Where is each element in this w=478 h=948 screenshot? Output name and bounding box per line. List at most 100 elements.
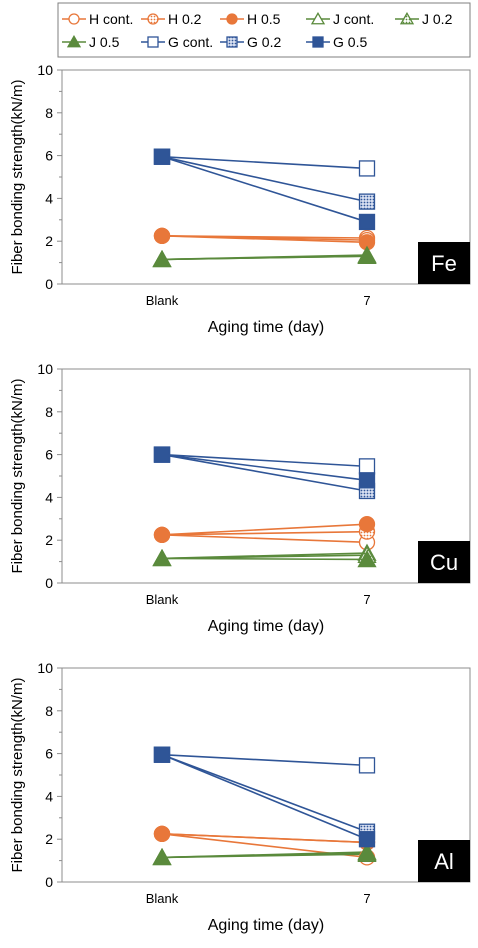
legend-label-h-0-2: H 0.2 xyxy=(168,11,202,27)
y-tick-label: 2 xyxy=(45,233,53,249)
x-axis-label: Aging time (day) xyxy=(208,917,325,934)
legend-marker-j-0-2 xyxy=(399,11,415,25)
series-line-h-cont xyxy=(161,534,368,544)
y-tick-label: 4 xyxy=(45,489,53,505)
legend-label-h-cont: H cont. xyxy=(89,11,133,27)
series-line-h-0-5 xyxy=(161,235,368,244)
y-tick-label: 0 xyxy=(45,575,53,591)
y-tick-label: 8 xyxy=(45,703,53,719)
legend-marker-j-cont xyxy=(310,11,326,25)
series-line-g-0-2 xyxy=(161,753,368,833)
point-j-0-5-7 xyxy=(357,843,377,861)
point-g-cont-7 xyxy=(358,458,376,475)
series-line-g-0-5 xyxy=(161,155,368,223)
point-g-0-5-blank xyxy=(153,148,171,165)
y-tick-label: 2 xyxy=(45,831,53,847)
series-line-j-0-5 xyxy=(161,852,368,859)
y-tick-label: 8 xyxy=(45,404,53,420)
point-g-0-5-7 xyxy=(358,831,376,848)
element-badge xyxy=(418,840,470,882)
y-axis-label: Fiber bonding strength(kN/m) xyxy=(9,79,26,274)
point-h-0-5-blank xyxy=(153,526,171,543)
y-tick-label: 10 xyxy=(37,361,53,377)
point-g-0-2-7 xyxy=(358,193,376,210)
x-axis-label: Aging time (day) xyxy=(208,319,325,336)
legend-marker-h-0-2 xyxy=(147,13,159,25)
y-tick-label: 0 xyxy=(45,874,53,890)
series-line-g-0-2 xyxy=(161,155,368,203)
point-h-0-5-7 xyxy=(358,516,376,533)
x-tick-label: Blank xyxy=(146,592,179,607)
legend-marker-h-cont xyxy=(68,13,80,25)
plot-area xyxy=(61,368,471,584)
chart-panel-cu: 0 2 4 6 8 10 Blank 7 Aging time (day) Fiber bondi… xyxy=(9,361,471,635)
y-tick-label: 2 xyxy=(45,532,53,548)
point-j-0-5-blank xyxy=(152,249,172,268)
series-line-g-cont xyxy=(161,155,368,170)
series-line-g-0-5 xyxy=(161,453,368,482)
point-g-0-5-7 xyxy=(358,472,376,489)
point-h-0-5-blank xyxy=(153,227,171,245)
legend-label-j-0-5: J 0.5 xyxy=(89,34,120,50)
legend-box xyxy=(57,2,471,58)
element-badge-label: Fe xyxy=(431,251,457,276)
legend: H cont. H 0.2 H 0.5 J cont. J 0.2 J 0.5 G cont… xyxy=(57,2,471,58)
legend-label-g-0-5: G 0.5 xyxy=(333,34,367,50)
series-line-h-0-5 xyxy=(161,523,368,536)
legend-label-j-0-2: J 0.2 xyxy=(422,11,453,27)
y-axis-label: Fiber bonding strength(kN/m) xyxy=(9,677,26,872)
series-line-g-0-5 xyxy=(161,753,368,840)
series-line-h-0-2 xyxy=(161,530,368,536)
element-badge xyxy=(418,541,470,583)
point-j-0-5-blank xyxy=(152,847,172,866)
y-tick-label: 10 xyxy=(37,62,53,78)
x-axis-label: Aging time (day) xyxy=(208,618,325,635)
element-badge-label: Cu xyxy=(430,550,458,575)
legend-marker-h-0-5 xyxy=(226,13,238,25)
series-line-g-cont xyxy=(161,453,368,468)
series-line-g-0-2 xyxy=(161,453,368,492)
element-badge-label: Al xyxy=(434,849,454,874)
point-j-0-5-blank xyxy=(152,548,172,567)
point-h-0-5-blank xyxy=(153,825,171,842)
point-g-cont-7 xyxy=(358,160,376,177)
x-tick-label: 7 xyxy=(363,293,370,308)
point-g-0-5-blank xyxy=(153,746,171,763)
y-tick-label: 4 xyxy=(45,190,53,206)
y-tick-label: 4 xyxy=(45,788,53,804)
legend-label-h-0-5: H 0.5 xyxy=(247,11,281,27)
series-line-h-0-5 xyxy=(161,833,368,844)
x-tick-label: 7 xyxy=(363,891,370,906)
legend-label-g-0-2: G 0.2 xyxy=(247,34,281,50)
point-g-0-5-7 xyxy=(358,213,376,231)
point-j-0-5-7 xyxy=(357,246,377,264)
x-tick-label: Blank xyxy=(146,293,179,308)
plot-area xyxy=(61,667,471,883)
x-tick-label: Blank xyxy=(146,891,179,906)
legend-marker-j-0-5 xyxy=(66,34,82,48)
element-badge xyxy=(418,242,470,284)
series-line-j-0-5 xyxy=(161,255,368,261)
point-g-0-5-blank xyxy=(153,446,171,463)
legend-marker-g-0-5 xyxy=(312,36,324,48)
chart-panels: 0 2 4 6 8 10 Blank 7 Aging time (day) Fiber bondi… xyxy=(9,62,471,934)
point-g-cont-7 xyxy=(358,757,376,774)
y-tick-label: 8 xyxy=(45,105,53,121)
legend-marker-g-cont xyxy=(147,36,159,48)
chart-panel-al: 0 2 4 6 8 10 Blank 7 Aging time (day) Fiber bondi… xyxy=(9,660,471,934)
y-tick-label: 0 xyxy=(45,276,53,292)
legend-label-g-cont: G cont. xyxy=(168,34,213,50)
plot-area xyxy=(61,69,471,285)
point-j-0-5-7 xyxy=(357,549,377,568)
y-tick-label: 10 xyxy=(37,660,53,676)
y-tick-label: 6 xyxy=(45,746,53,762)
y-axis-label: Fiber bonding strength(kN/m) xyxy=(9,378,26,573)
legend-label-j-cont: J cont. xyxy=(333,11,374,27)
y-tick-label: 6 xyxy=(45,148,53,164)
y-tick-label: 6 xyxy=(45,447,53,463)
legend-marker-g-0-2 xyxy=(226,36,238,48)
series-line-j-0-5 xyxy=(161,557,368,561)
x-tick-label: 7 xyxy=(363,592,370,607)
